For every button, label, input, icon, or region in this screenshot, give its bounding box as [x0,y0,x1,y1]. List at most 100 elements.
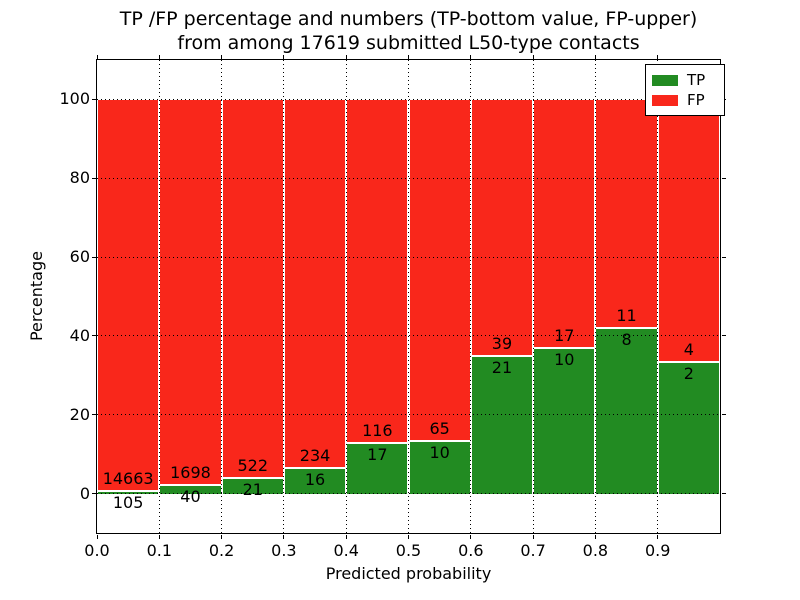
chart-title-line-2: from among 17619 submitted L50-type cont… [177,32,640,54]
bar-count-label-fp: 17 [554,325,575,345]
legend-label-fp: FP [687,91,705,109]
x-tick-mark-bottom [96,534,98,539]
bar-segment-tp [595,327,658,494]
x-tick-label: 0.1 [146,541,173,560]
x-tick-mark-bottom [657,534,659,539]
bar-count-label-tp: 40 [180,486,201,506]
grid-line-vertical [345,60,347,533]
x-tick-mark-bottom [221,534,223,539]
x-tick-mark-top [283,54,285,59]
y-tick-mark-right [721,256,726,258]
y-tick-label: 40 [69,325,90,345]
x-tick-label: 0.8 [582,541,609,560]
x-tick-mark-bottom [532,534,534,539]
bar-segment-tp [346,443,409,494]
bar-count-label-tp: 17 [367,445,388,465]
bar-segment-tp [159,484,222,494]
bar-count-label-tp: 16 [304,470,326,490]
x-tick-mark-bottom [158,534,160,539]
legend-swatch-fp-icon [652,94,678,106]
x-tick-mark-top [532,54,534,59]
x-axis-label: Predicted probability [325,564,492,583]
x-tick-label: 0.5 [395,541,422,560]
x-tick-mark-top [345,54,347,59]
x-tick-mark-top [594,54,596,59]
bar-count-label-tp: 10 [554,349,575,369]
grid-line-vertical [594,60,596,533]
bar-segment-tp [221,478,284,494]
legend-swatch-tp-icon [652,74,678,86]
bar-count-label-tp: 10 [429,443,450,463]
x-tick-label: 0.3 [271,541,297,560]
bar-segment-fp [346,99,409,444]
bar-segment-fp [657,99,720,363]
bar-segment-tp [97,490,160,494]
bar-count-label-tp: 8 [621,329,632,349]
x-tick-mark-bottom [283,534,285,539]
bar-segment-fp [408,99,471,442]
x-tick-label: 0.7 [520,541,546,560]
x-tick-mark-top [470,54,472,59]
y-tick-label: 60 [69,247,90,267]
bar-count-label-fp: 14663 [102,468,154,488]
legend: TP FP [645,64,725,116]
bar-segment-tp [283,468,347,494]
bar-segment-fp [470,99,534,356]
y-tick-mark-right [721,414,726,416]
grid-line-vertical [657,60,659,533]
y-tick-mark-left [91,177,96,179]
x-tick-mark-bottom [345,534,347,539]
x-tick-label: 0.0 [84,541,110,560]
bar-segment-fp [97,99,160,491]
bar-segment-tp [408,441,471,494]
bar-count-label-fp: 234 [299,446,331,466]
bar-segment-fp [159,99,222,485]
y-axis-label: Percentage [27,251,46,342]
y-tick-label: 80 [69,168,90,188]
bar-count-label-fp: 11 [616,305,637,325]
bar-count-label-fp: 1698 [170,462,211,482]
legend-item-fp: FP [652,90,718,110]
bar-segment-fp [595,99,658,328]
y-tick-mark-left [91,414,96,416]
bar-segment-fp [221,99,284,479]
bar-count-label-tp: 2 [683,364,694,384]
legend-label-tp: TP [687,71,706,89]
bar-count-label-tp: 105 [112,492,144,512]
y-tick-mark-left [91,493,96,495]
x-tick-mark-bottom [470,534,472,539]
y-tick-mark-right [721,177,726,179]
bar-segment-tp [470,355,534,494]
bar-segment-fp [533,99,596,348]
grid-line-vertical [408,60,409,533]
y-tick-label: 100 [59,89,90,109]
y-tick-label: 0 [79,483,90,503]
x-tick-mark-top [221,54,223,59]
plot-area: 14663 105 1698 40 522 21 234 16 116 17 65 10 39 21 17 1… [97,60,720,533]
x-tick-label: 0.4 [333,541,359,560]
grid-line-vertical [532,60,534,533]
y-tick-mark-left [91,256,96,258]
bar-segment-tp [533,347,596,494]
y-tick-label: 20 [69,404,90,424]
bar-count-label-tp: 21 [242,480,263,500]
bar-count-label-fp: 39 [491,333,513,353]
x-tick-label: 0.2 [208,541,235,560]
chart-title-line-1: TP /FP percentage and numbers (TP-bottom… [119,8,698,30]
bar-count-label-fp: 65 [429,419,450,439]
bar-count-label-fp: 116 [362,421,393,441]
grid-line-vertical [470,60,472,533]
x-tick-mark-top [158,54,160,59]
legend-item-tp: TP [652,70,718,90]
bar-count-label-fp: 522 [237,456,269,476]
x-tick-mark-top [408,54,409,59]
x-tick-mark-top [657,54,659,59]
bar-segment-tp [657,362,720,494]
grid-line-vertical [283,60,285,533]
x-tick-label: 0.9 [644,541,671,560]
x-tick-mark-top [96,54,98,59]
y-tick-mark-left [91,98,96,100]
x-tick-mark-bottom [408,534,409,539]
x-tick-mark-bottom [594,534,596,539]
